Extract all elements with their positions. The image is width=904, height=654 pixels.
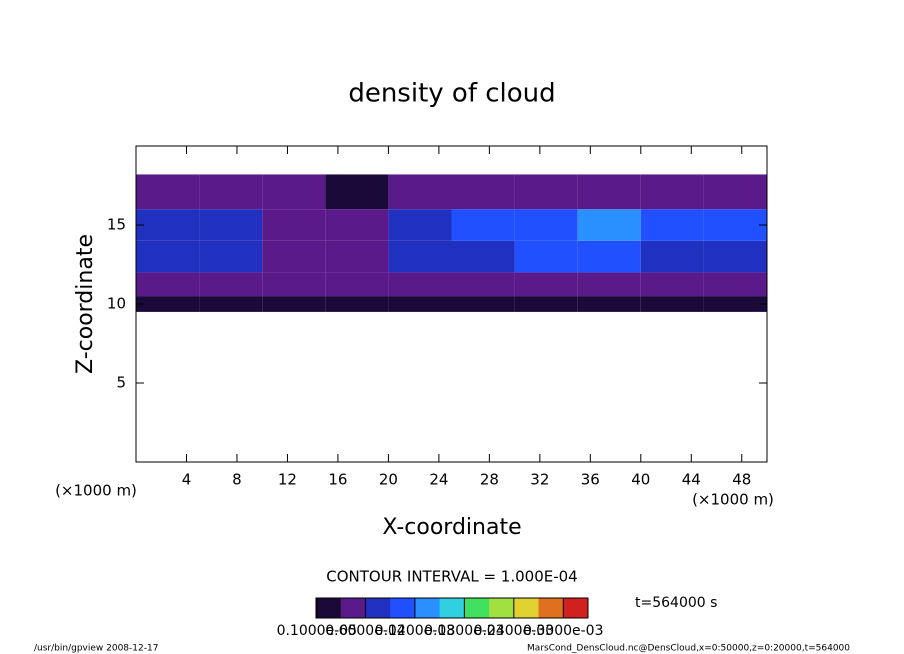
heat-cell (136, 174, 200, 210)
heat-cell (640, 240, 704, 273)
heat-cell (703, 272, 767, 297)
colorbar-tick-label: 0.2400e-03 (474, 623, 554, 639)
colorbar-swatch (390, 598, 416, 618)
heat-cell (451, 272, 515, 297)
heat-cell (640, 174, 704, 210)
heat-cell (388, 174, 452, 210)
colorbar-swatch (513, 598, 540, 618)
colorbar-swatch (439, 598, 465, 618)
colorbar-tick-label: 0.6000e-04 (325, 623, 406, 639)
heat-cell (262, 240, 326, 273)
x-tick-label: 24 (429, 471, 448, 489)
footer-right: MarsCond_DensCloud.nc@DensCloud,x=0:5000… (527, 644, 850, 654)
heat-cell (577, 296, 641, 312)
colorbar-swatch (538, 598, 564, 618)
x-tick-label: 28 (480, 471, 499, 489)
heat-cell (703, 296, 767, 312)
heat-cell (514, 272, 578, 297)
x-tick-label: 20 (379, 471, 398, 489)
heat-cell (136, 209, 200, 241)
y-unit: (×1000 m) (55, 482, 137, 500)
x-tick-label: 44 (682, 471, 701, 489)
heat-cell (325, 240, 389, 273)
colorbar-tick-label: 0.1200e-03 (375, 623, 455, 639)
heat-cell (640, 209, 704, 241)
colorbar-swatch (489, 598, 515, 618)
colorbar-tick-label: 0.1800e-03 (424, 623, 504, 639)
y-tick-label: 15 (107, 216, 126, 234)
x-tick-label: 36 (581, 471, 600, 489)
colorbar-swatch (464, 598, 490, 618)
colorbar-swatch (316, 598, 342, 618)
heat-cell (199, 272, 263, 297)
heat-cell (199, 240, 263, 273)
heat-cell (262, 174, 326, 210)
x-tick-label: 40 (631, 471, 650, 489)
x-axis-label: X-coordinate (382, 515, 521, 540)
heat-cell (325, 209, 389, 241)
heat-cell (514, 209, 578, 241)
heat-cell (451, 174, 515, 210)
chart-title: density of cloud (348, 79, 555, 109)
colorbar-swatch (365, 598, 391, 618)
x-tick-label: 16 (328, 471, 347, 489)
heat-cell (514, 240, 578, 273)
heat-cell (577, 209, 641, 241)
heat-cell (262, 209, 326, 241)
heat-cell (388, 240, 452, 273)
y-tick-label: 10 (107, 295, 126, 313)
heat-cell (577, 174, 641, 210)
heat-cell (325, 272, 389, 297)
heat-cell (388, 296, 452, 312)
heat-cell (262, 272, 326, 297)
contour-interval: CONTOUR INTERVAL = 1.000E-04 (326, 568, 577, 586)
heat-cell (136, 272, 200, 297)
heat-cell (451, 240, 515, 273)
heat-cell (325, 296, 389, 312)
heat-cell (514, 296, 578, 312)
y-axis-label: Z-coordinate (73, 234, 98, 374)
y-tick-label: 5 (116, 374, 126, 392)
time-label: t=564000 s (635, 595, 717, 611)
heat-cell (640, 296, 704, 312)
heat-cell (136, 240, 200, 273)
heat-cell (262, 296, 326, 312)
x-unit: (×1000 m) (692, 491, 774, 509)
colorbar-swatch (340, 598, 366, 618)
x-tick-label: 4 (182, 471, 192, 489)
footer-left: /usr/bin/gpview 2008-12-17 (34, 644, 158, 654)
heat-cell (703, 209, 767, 241)
heat-cell (703, 240, 767, 273)
heat-cell (577, 240, 641, 273)
x-tick-label: 48 (732, 471, 751, 489)
colorbar-frame (315, 597, 589, 619)
heat-cell (577, 272, 641, 297)
x-tick-label: 12 (278, 471, 297, 489)
colorbar-swatch (563, 598, 589, 618)
colorbar-tick-label: 0.3000e-03 (523, 623, 603, 639)
heat-cell (199, 209, 263, 241)
colorbar-tick-label: 0.1000e-05 (277, 623, 357, 639)
heat-cell (703, 174, 767, 210)
heat-cell (388, 272, 452, 297)
heat-cell (514, 174, 578, 210)
heat-cell (451, 209, 515, 241)
heat-cell (388, 209, 452, 241)
heat-cell (199, 174, 263, 210)
colorbar-swatch (414, 598, 441, 618)
x-tick-label: 32 (530, 471, 549, 489)
heat-cell (451, 296, 515, 312)
heat-cell (325, 174, 389, 210)
x-tick-label: 8 (232, 471, 242, 489)
heat-cell (199, 296, 263, 312)
heat-cell (640, 272, 704, 297)
heat-cell (136, 296, 200, 312)
